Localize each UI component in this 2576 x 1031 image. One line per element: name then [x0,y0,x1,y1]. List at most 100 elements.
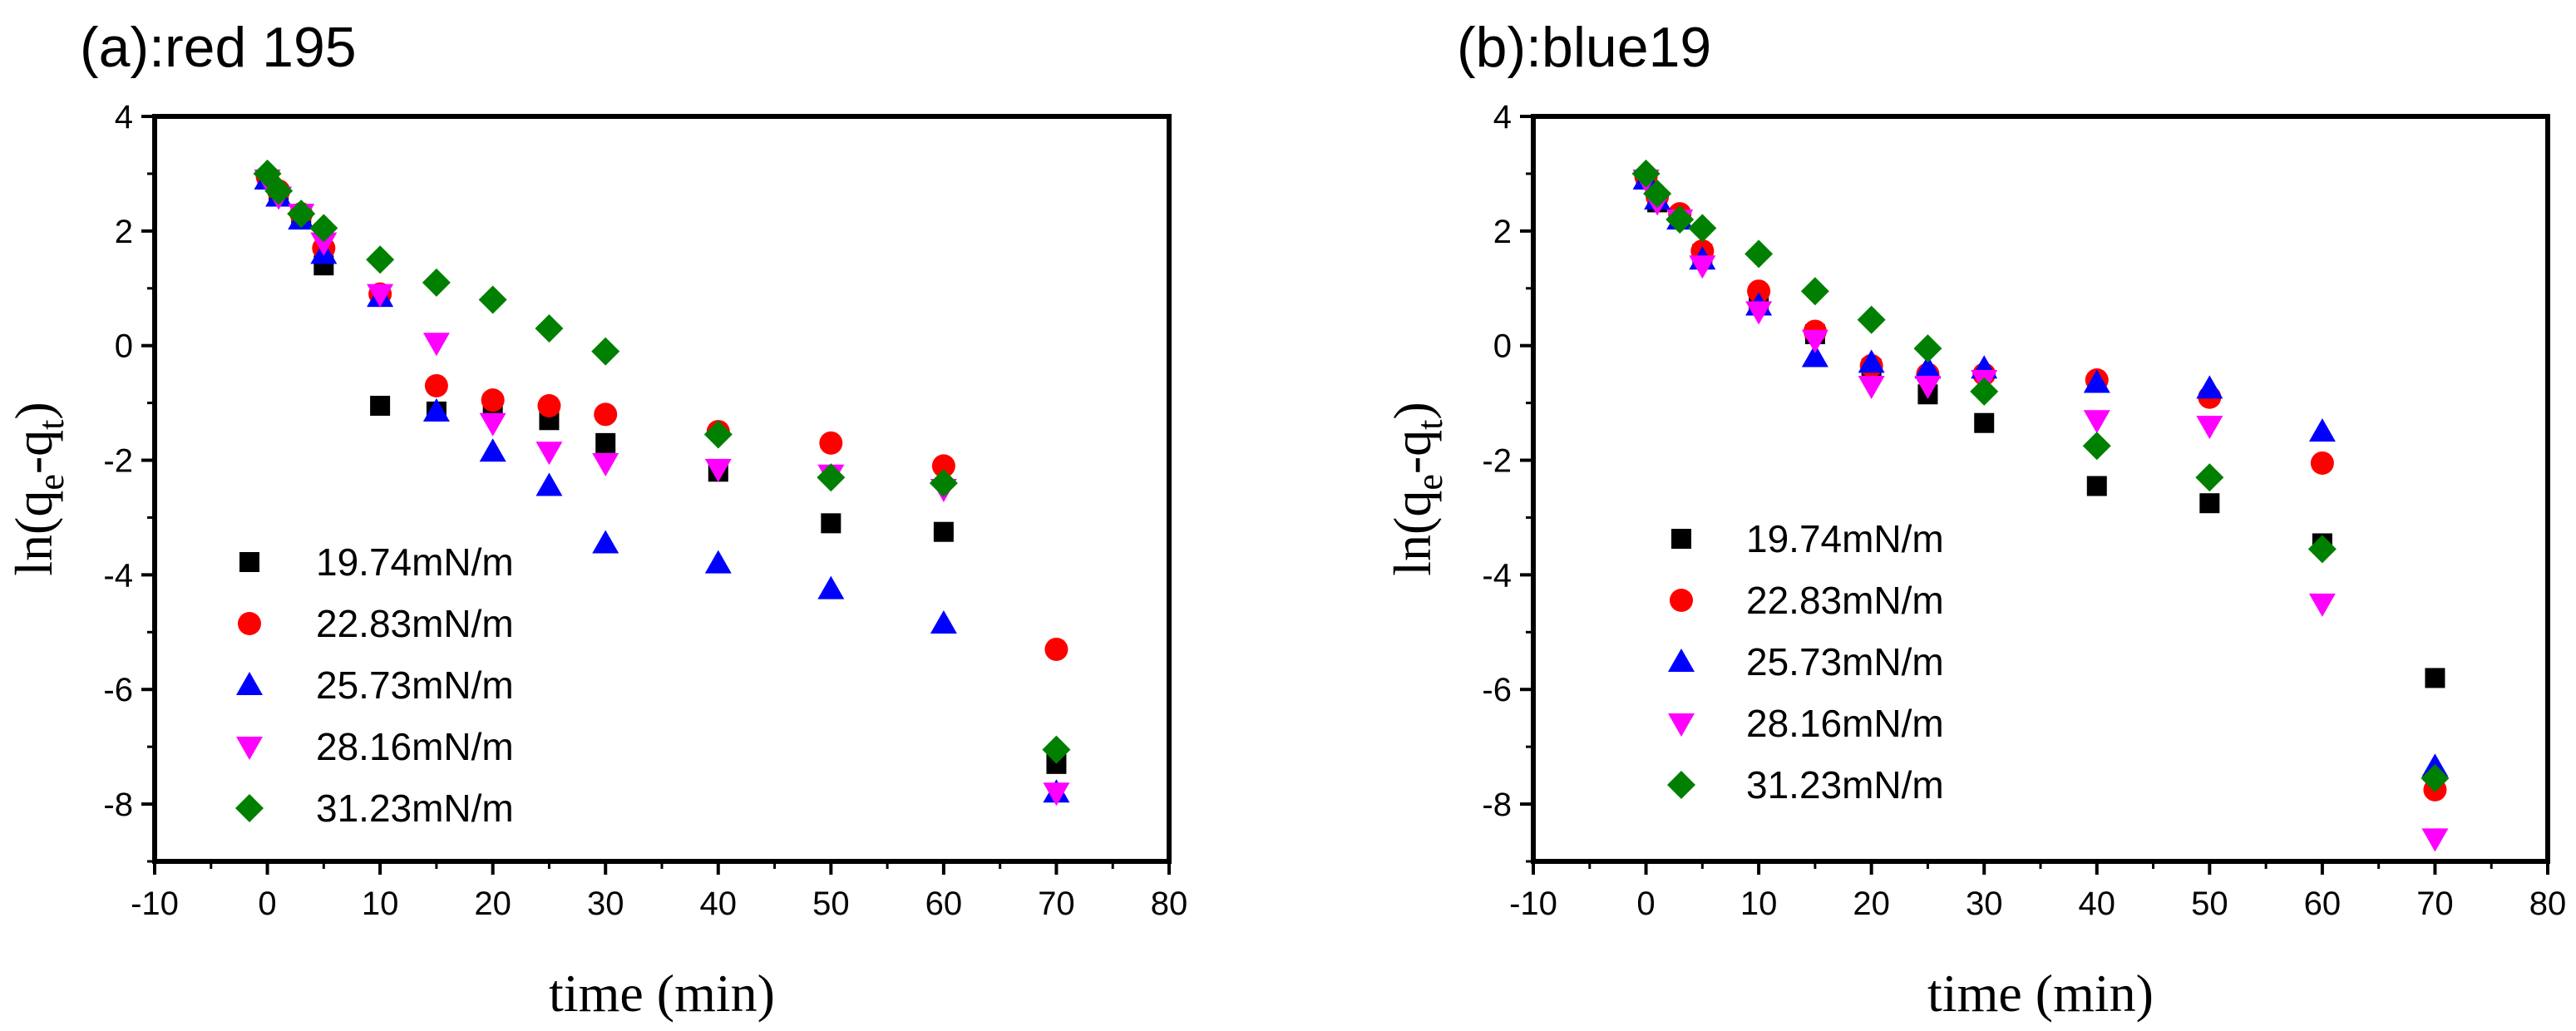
y-tick-label: -2 [103,443,133,480]
x-tick-label: -10 [1509,885,1557,922]
data-point [1747,279,1771,303]
y-tick-label: 0 [1493,328,1512,365]
data-point [1914,375,1942,399]
x-tick-label: 30 [587,885,624,922]
legend-marker [1668,649,1695,672]
legend-label: 31.23mN/m [316,787,514,830]
data-point [930,609,957,634]
legend: 19.74mN/m 22.83mN/m 25.73mN/m 28.16mN/m 31.2… [1667,517,1944,807]
x-tick-label: 70 [2416,885,2454,922]
x-tick-label: 80 [1151,885,1188,922]
data-point [592,530,619,554]
legend-label: 19.74mN/m [316,540,514,584]
data-point [2083,410,2110,434]
data-point [591,337,620,366]
data-point [422,268,451,297]
x-tick-label: 40 [700,885,738,922]
data-point [1745,301,1773,325]
data-point [422,397,450,422]
data-point [535,314,564,343]
data-point [1800,277,1829,306]
data-point [2082,432,2111,461]
x-tick-label: 40 [2079,885,2116,922]
panel-title: (b):blue19 [1457,16,1711,79]
x-tick-label: 60 [925,885,963,922]
data-point [594,402,618,427]
series-31.23mN/m [1631,159,2450,793]
data-point [1974,412,1995,433]
data-point [2421,764,2450,793]
data-point [366,245,395,274]
legend-marker [1667,771,1695,799]
legend-marker [238,612,261,635]
data-point [537,394,561,418]
legend-label: 22.83mN/m [1746,579,1944,622]
data-point [1643,180,1672,209]
data-point [2196,416,2223,440]
data-point [2307,535,2337,564]
y-tick-label: 2 [1493,214,1512,250]
x-tick-label: 80 [2529,885,2567,922]
y-tick-label: -6 [1482,672,1512,708]
data-point [1044,637,1068,661]
data-point [2421,828,2449,852]
y-tick-label: 4 [115,99,133,136]
series-28.16mN/m [1632,169,2449,852]
x-axis-label: time (min) [1927,964,2154,1023]
data-point [1801,329,1828,353]
data-point [1744,239,1774,269]
data-point [264,176,294,205]
legend-marker [236,737,263,760]
data-point [367,284,394,308]
data-point [309,214,338,243]
data-point [704,458,732,482]
data-point [1688,214,1717,243]
x-tick-label: 10 [1740,885,1778,922]
legend-marker [239,552,259,572]
legend-label: 31.23mN/m [1746,763,1944,807]
data-point [1631,159,1661,188]
data-point [310,232,338,256]
x-tick-label: 50 [2191,885,2228,922]
y-tick-label: -2 [1482,443,1512,480]
x-tick-label: 0 [258,885,276,922]
y-tick-label: 4 [1493,99,1512,136]
y-tick-label: 0 [115,328,133,365]
data-point [422,333,450,357]
data-point [478,285,507,314]
data-point [479,438,506,462]
legend-marker [1668,713,1695,737]
legend-label: 25.73mN/m [1746,640,1944,683]
data-point [1970,377,1999,406]
data-point [1689,255,1716,279]
data-point [253,159,282,188]
data-point [1913,334,1942,363]
y-tick-label: -6 [103,672,133,708]
x-tick-label: 20 [474,885,511,922]
y-axis-label: ln(qe-qt) [4,402,72,575]
data-point [704,550,732,574]
x-tick-label: -10 [131,885,179,922]
data-point [2308,418,2336,442]
panel-title: (a):red 195 [80,16,357,79]
y-axis-label: ln(qe-qt) [1383,402,1450,575]
x-tick-label: 30 [1966,885,2003,922]
data-point [933,521,954,542]
data-point [535,442,563,466]
legend-label: 25.73mN/m [316,663,514,707]
data-point [2425,668,2445,688]
data-point [424,373,448,397]
x-tick-label: 10 [362,885,399,922]
data-point [2196,375,2223,399]
legend-marker [236,672,263,695]
x-tick-label: 0 [1636,885,1655,922]
data-point [2308,593,2336,617]
chart-panel-b: (b):blue19-10 0 10 20 30 40 50 60 70 80420-2-4-6-… [1383,16,2566,1023]
data-point [535,472,563,496]
data-point [703,420,733,449]
x-tick-label: 70 [1038,885,1075,922]
legend-label: 28.16mN/m [1746,702,1944,745]
data-point [1666,205,1695,234]
data-point [929,469,958,498]
data-point [479,412,506,437]
